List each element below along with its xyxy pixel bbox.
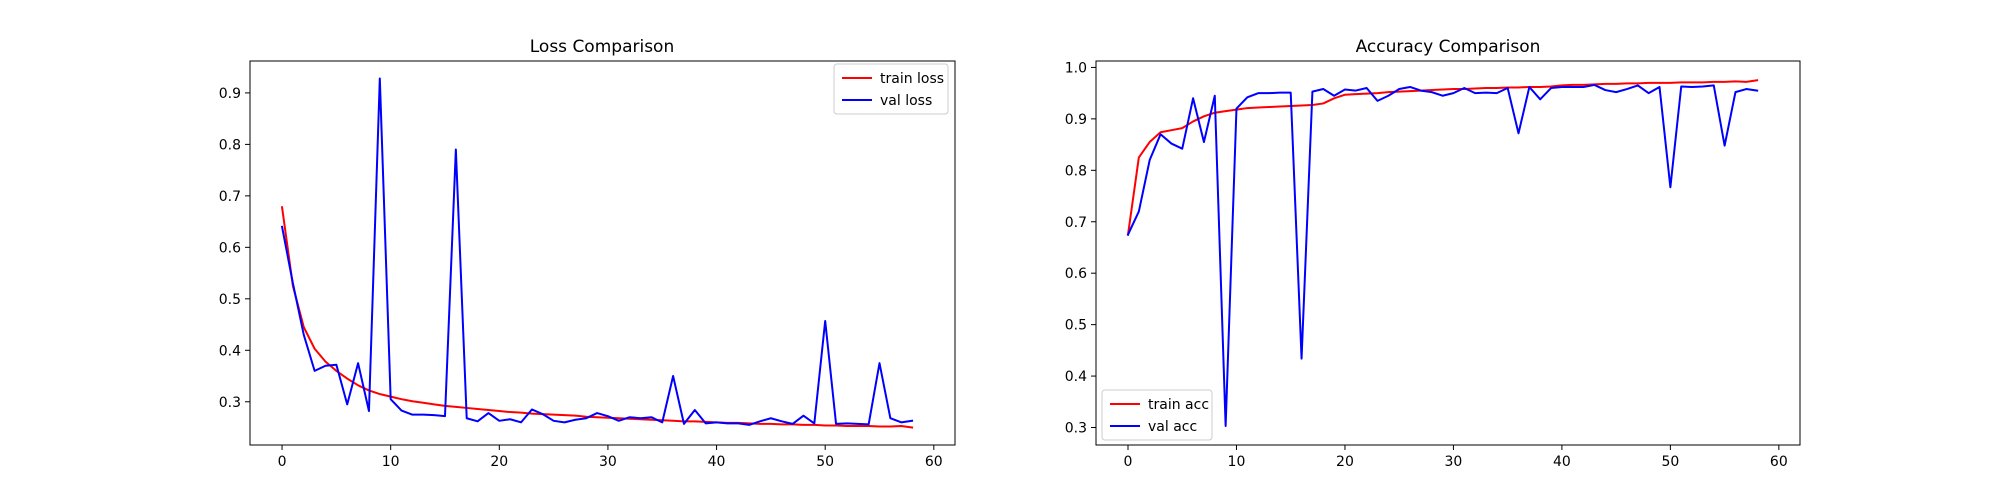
loss-y-tick-label: 0.9 — [219, 86, 241, 102]
accuracy-series-line-train-acc — [1126, 79, 1759, 236]
accuracy-y-tick-label: 0.4 — [1065, 369, 1087, 385]
loss-series-line-val-loss — [280, 77, 914, 426]
accuracy-x-tick-label: 20 — [1336, 454, 1354, 470]
loss-x-tick-label: 30 — [599, 454, 617, 470]
accuracy-x-tick-label: 10 — [1228, 454, 1246, 470]
loss-x-tick-label: 10 — [382, 454, 400, 470]
legend-label-train-loss: train loss — [880, 71, 944, 87]
accuracy-y-tick-label: 0.7 — [1065, 215, 1087, 231]
accuracy-x-tick-label: 40 — [1553, 454, 1571, 470]
accuracy-chart-ticks: 0 10 20 30 40 50 60 0.3 0.4 0.5 0.6 0.7 0.8 0.9 1.0 — [1065, 60, 1788, 470]
loss-chart-legend: train loss val loss — [833, 63, 949, 115]
legend-label-train-acc: train acc — [1148, 397, 1209, 413]
loss-chart-frame — [249, 60, 956, 446]
loss-y-tick-label: 0.5 — [219, 292, 241, 308]
loss-x-tick-label: 0 — [278, 454, 287, 470]
accuracy-x-tick-label: 30 — [1445, 454, 1463, 470]
loss-y-tick-label: 0.4 — [219, 343, 241, 359]
accuracy-y-tick-label: 1.0 — [1065, 60, 1087, 76]
loss-y-tick-label: 0.8 — [219, 137, 241, 153]
accuracy-series-line-val-acc — [1126, 83, 1759, 427]
accuracy-y-tick-label: 0.9 — [1065, 112, 1087, 128]
accuracy-chart-title: Accuracy Comparison — [1356, 37, 1541, 57]
loss-y-tick-label: 0.6 — [219, 240, 241, 256]
loss-y-tick-label: 0.7 — [219, 189, 241, 205]
loss-x-tick-label: 40 — [708, 454, 726, 470]
loss-chart-marks — [280, 77, 914, 429]
accuracy-x-tick-label: 60 — [1770, 454, 1788, 470]
accuracy-chart-legend: train acc val acc — [1101, 389, 1213, 441]
accuracy-chart-frame — [1095, 60, 1801, 446]
accuracy-y-tick-label: 0.3 — [1065, 421, 1087, 437]
loss-chart-title: Loss Comparison — [530, 37, 674, 57]
accuracy-y-tick-label: 0.8 — [1065, 163, 1087, 179]
loss-x-tick-label: 20 — [490, 454, 508, 470]
loss-x-tick-label: 60 — [925, 454, 943, 470]
legend-box — [833, 63, 949, 115]
loss-series-line-train-loss — [280, 206, 914, 429]
legend-label-val-loss: val loss — [880, 93, 932, 109]
accuracy-chart-marks — [1126, 79, 1759, 427]
legend-box — [1101, 389, 1213, 441]
accuracy-y-tick-label: 0.6 — [1065, 266, 1087, 282]
loss-chart: Loss Comparison 0 10 20 30 40 50 60 0.3 0.4 0.5 0.… — [219, 37, 956, 470]
accuracy-y-tick-label: 0.5 — [1065, 318, 1087, 334]
accuracy-chart: Accuracy Comparison 0 10 20 30 40 50 600.30.40… — [1065, 37, 1801, 470]
accuracy-x-tick-label: 50 — [1661, 454, 1679, 470]
legend-label-val-acc: val acc — [1148, 419, 1197, 435]
loss-chart-ticks: 0 10 20 30 40 50 60 0.3 0.4 0.5 0.6 0.7 0.8 0.9 — [219, 86, 943, 470]
loss-x-tick-label: 50 — [816, 454, 834, 470]
loss-y-tick-label: 0.3 — [219, 395, 241, 411]
accuracy-x-tick-label: 0 — [1124, 454, 1133, 470]
